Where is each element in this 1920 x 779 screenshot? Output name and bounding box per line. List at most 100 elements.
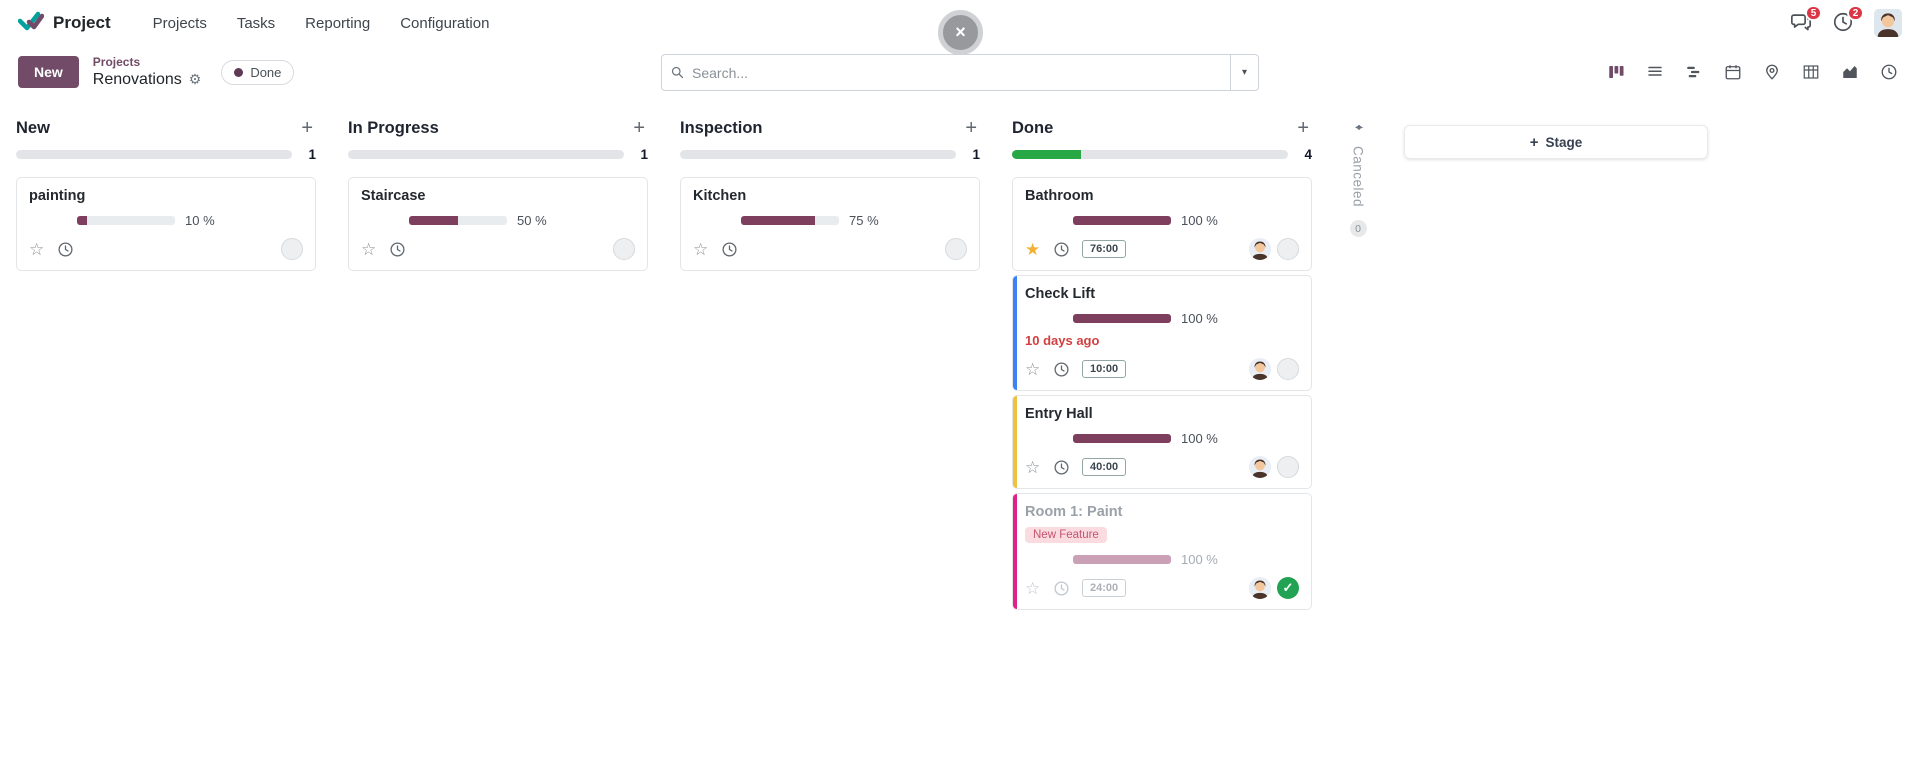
quick-add-task-button[interactable]: + — [633, 117, 645, 139]
assignee-avatar[interactable] — [1249, 456, 1271, 478]
search-input[interactable] — [692, 64, 1230, 81]
task-card-check-lift[interactable]: Check Lift 100 % 10 days ago ☆ 10:00 — [1012, 275, 1312, 391]
task-card-painting[interactable]: painting 10 % ☆ — [16, 177, 316, 271]
column-progressbar[interactable] — [16, 150, 292, 159]
clock-icon[interactable] — [721, 241, 738, 258]
kanban-board: New + 1 painting 10 % ☆ — [0, 98, 1920, 630]
view-gantt-button[interactable] — [1681, 60, 1707, 84]
assignee-avatar[interactable] — [1249, 577, 1271, 599]
assignee-placeholder[interactable] — [613, 238, 635, 260]
breadcrumb: Projects Renovations ⚙ — [93, 55, 202, 89]
column-progressbar[interactable] — [680, 150, 956, 159]
breadcrumb-projects-link[interactable]: Projects — [92, 55, 141, 70]
star-icon[interactable]: ☆ — [693, 239, 709, 259]
task-card-kitchen[interactable]: Kitchen 75 % ☆ — [680, 177, 980, 271]
column-count: 1 — [640, 147, 648, 162]
task-title[interactable]: Entry Hall — [1025, 406, 1093, 422]
messages-menu-button[interactable]: 5 — [1790, 5, 1822, 37]
assignee-avatar[interactable] — [1249, 238, 1271, 260]
task-title[interactable]: Room 1: Paint — [1025, 504, 1123, 520]
task-progress-label: 75 % — [849, 213, 879, 228]
assignee-placeholder[interactable] — [1277, 238, 1299, 260]
task-title[interactable]: Bathroom — [1025, 188, 1094, 204]
task-progress-label: 100 % — [1181, 213, 1218, 228]
clock-icon[interactable] — [1053, 361, 1070, 378]
assignee-avatar[interactable] — [1249, 358, 1271, 380]
task-title[interactable]: Staircase — [361, 188, 426, 204]
menu-reporting[interactable]: Reporting — [305, 14, 371, 32]
star-icon[interactable]: ☆ — [1025, 457, 1041, 477]
column-count: 4 — [1304, 147, 1312, 162]
card-color-strip — [1013, 396, 1017, 488]
view-list-button[interactable] — [1642, 60, 1668, 84]
allocated-hours-badge[interactable]: 24:00 — [1082, 579, 1127, 597]
task-card-staircase[interactable]: Staircase 50 % ☆ — [348, 177, 648, 271]
allocated-hours-badge[interactable]: 10:00 — [1082, 360, 1127, 378]
column-progressbar[interactable] — [348, 150, 624, 159]
view-pivot-button[interactable] — [1798, 60, 1824, 84]
clock-icon[interactable] — [389, 241, 406, 258]
menu-configuration[interactable]: Configuration — [400, 14, 490, 32]
user-avatar[interactable] — [1874, 9, 1902, 37]
view-graph-button[interactable] — [1837, 60, 1863, 84]
view-activity-button[interactable] — [1876, 60, 1902, 84]
column-count: 1 — [972, 147, 980, 162]
chat-bubbles-icon — [1790, 14, 1812, 37]
stage-filter-pill[interactable]: Done — [221, 59, 295, 85]
kanban-column-canceled-folded[interactable]: ◂▸ Canceled 0 — [1344, 118, 1372, 238]
view-map-button[interactable] — [1759, 60, 1785, 84]
column-title[interactable]: Inspection — [680, 118, 763, 137]
star-icon[interactable]: ☆ — [361, 239, 377, 259]
activities-menu-button[interactable]: 2 — [1832, 5, 1864, 37]
star-icon[interactable]: ☆ — [1025, 578, 1041, 598]
task-title[interactable]: painting — [29, 188, 86, 204]
assignee-placeholder[interactable] — [1277, 358, 1299, 380]
add-stage-button[interactable]: + Stage — [1404, 125, 1708, 159]
clock-icon[interactable] — [1053, 241, 1070, 258]
task-title[interactable]: Kitchen — [693, 188, 747, 204]
quick-add-task-button[interactable]: + — [965, 117, 977, 139]
gear-icon[interactable]: ⚙ — [188, 70, 202, 87]
quick-add-task-button[interactable]: + — [301, 117, 313, 139]
task-progressbar — [77, 216, 175, 225]
allocated-hours-badge[interactable]: 76:00 — [1082, 240, 1127, 258]
view-switcher — [1603, 60, 1902, 84]
star-icon[interactable]: ☆ — [1025, 359, 1041, 379]
column-title[interactable]: In Progress — [348, 118, 439, 137]
menu-tasks[interactable]: Tasks — [236, 14, 276, 32]
app-name[interactable]: Project — [53, 13, 111, 32]
star-icon[interactable]: ☆ — [29, 239, 45, 259]
task-card-bathroom[interactable]: Bathroom 100 % ★ 76:00 — [1012, 177, 1312, 271]
search-options-toggle[interactable]: ▾ — [1230, 55, 1258, 90]
star-icon[interactable]: ★ — [1025, 239, 1041, 259]
folded-column-title[interactable]: Canceled — [1350, 146, 1366, 208]
column-title[interactable]: Done — [1012, 118, 1054, 137]
task-title[interactable]: Check Lift — [1025, 286, 1096, 302]
view-calendar-button[interactable] — [1720, 60, 1746, 84]
tag-new-feature[interactable]: New Feature — [1025, 527, 1107, 543]
column-title[interactable]: New — [16, 118, 50, 137]
task-progressbar — [1073, 216, 1171, 225]
task-progress-label: 100 % — [1181, 431, 1218, 446]
column-progressbar[interactable] — [1012, 150, 1288, 159]
app-switcher[interactable]: Project — [17, 10, 111, 37]
kanban-column-done: Done + 4 Bathroom 100 % ★ — [1012, 118, 1312, 610]
clock-icon[interactable] — [1053, 459, 1070, 476]
assignee-placeholder[interactable] — [1277, 456, 1299, 478]
assignee-placeholder[interactable] — [945, 238, 967, 260]
assignee-placeholder[interactable] — [281, 238, 303, 260]
close-button[interactable]: × — [938, 10, 983, 55]
task-card-room-1-paint[interactable]: Room 1: Paint New Feature 100 % ☆ 24:00 — [1012, 493, 1312, 610]
unfold-icon[interactable]: ◂▸ — [1354, 122, 1363, 133]
view-kanban-button[interactable] — [1603, 60, 1629, 84]
allocated-hours-badge[interactable]: 40:00 — [1082, 458, 1127, 476]
clock-icon[interactable] — [1053, 580, 1070, 597]
task-card-entry-hall[interactable]: Entry Hall 100 % ☆ 40:00 — [1012, 395, 1312, 489]
menu-projects[interactable]: Projects — [152, 14, 207, 32]
new-button[interactable]: New — [18, 56, 79, 88]
clock-icon — [1832, 12, 1854, 37]
quick-add-task-button[interactable]: + — [1297, 117, 1309, 139]
navbar-systray: 5 2 — [1790, 5, 1902, 37]
kanban-state-done-icon[interactable]: ✓ — [1277, 577, 1299, 599]
clock-icon[interactable] — [57, 241, 74, 258]
